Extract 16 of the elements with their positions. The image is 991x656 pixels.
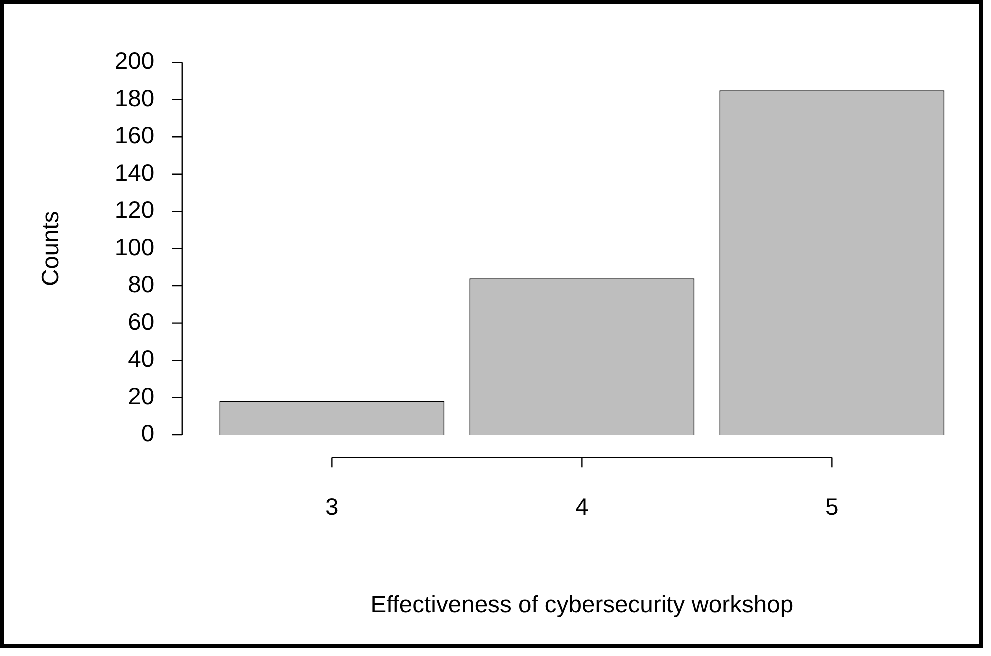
y-tick-label: 60: [128, 308, 155, 336]
y-tick-label: 200: [114, 48, 155, 76]
x-tick-label: 3: [326, 494, 339, 522]
y-tick-label: 40: [128, 346, 155, 374]
x-axis-title: Effectiveness of cybersecurity workshop: [370, 592, 794, 619]
y-tick-label: 180: [114, 85, 155, 112]
y-tick-label: 0: [141, 420, 155, 448]
x-tick-label: 5: [826, 494, 839, 522]
y-tick-label: 160: [114, 122, 155, 150]
y-axis-title: Counts: [38, 211, 65, 286]
y-tick-label: 120: [114, 197, 155, 224]
x-tick-label: 4: [576, 494, 589, 522]
y-tick-label: 100: [114, 234, 155, 262]
y-tick-label: 140: [114, 160, 155, 187]
y-tick-label: 20: [128, 383, 155, 410]
y-tick-label: 80: [128, 272, 155, 299]
